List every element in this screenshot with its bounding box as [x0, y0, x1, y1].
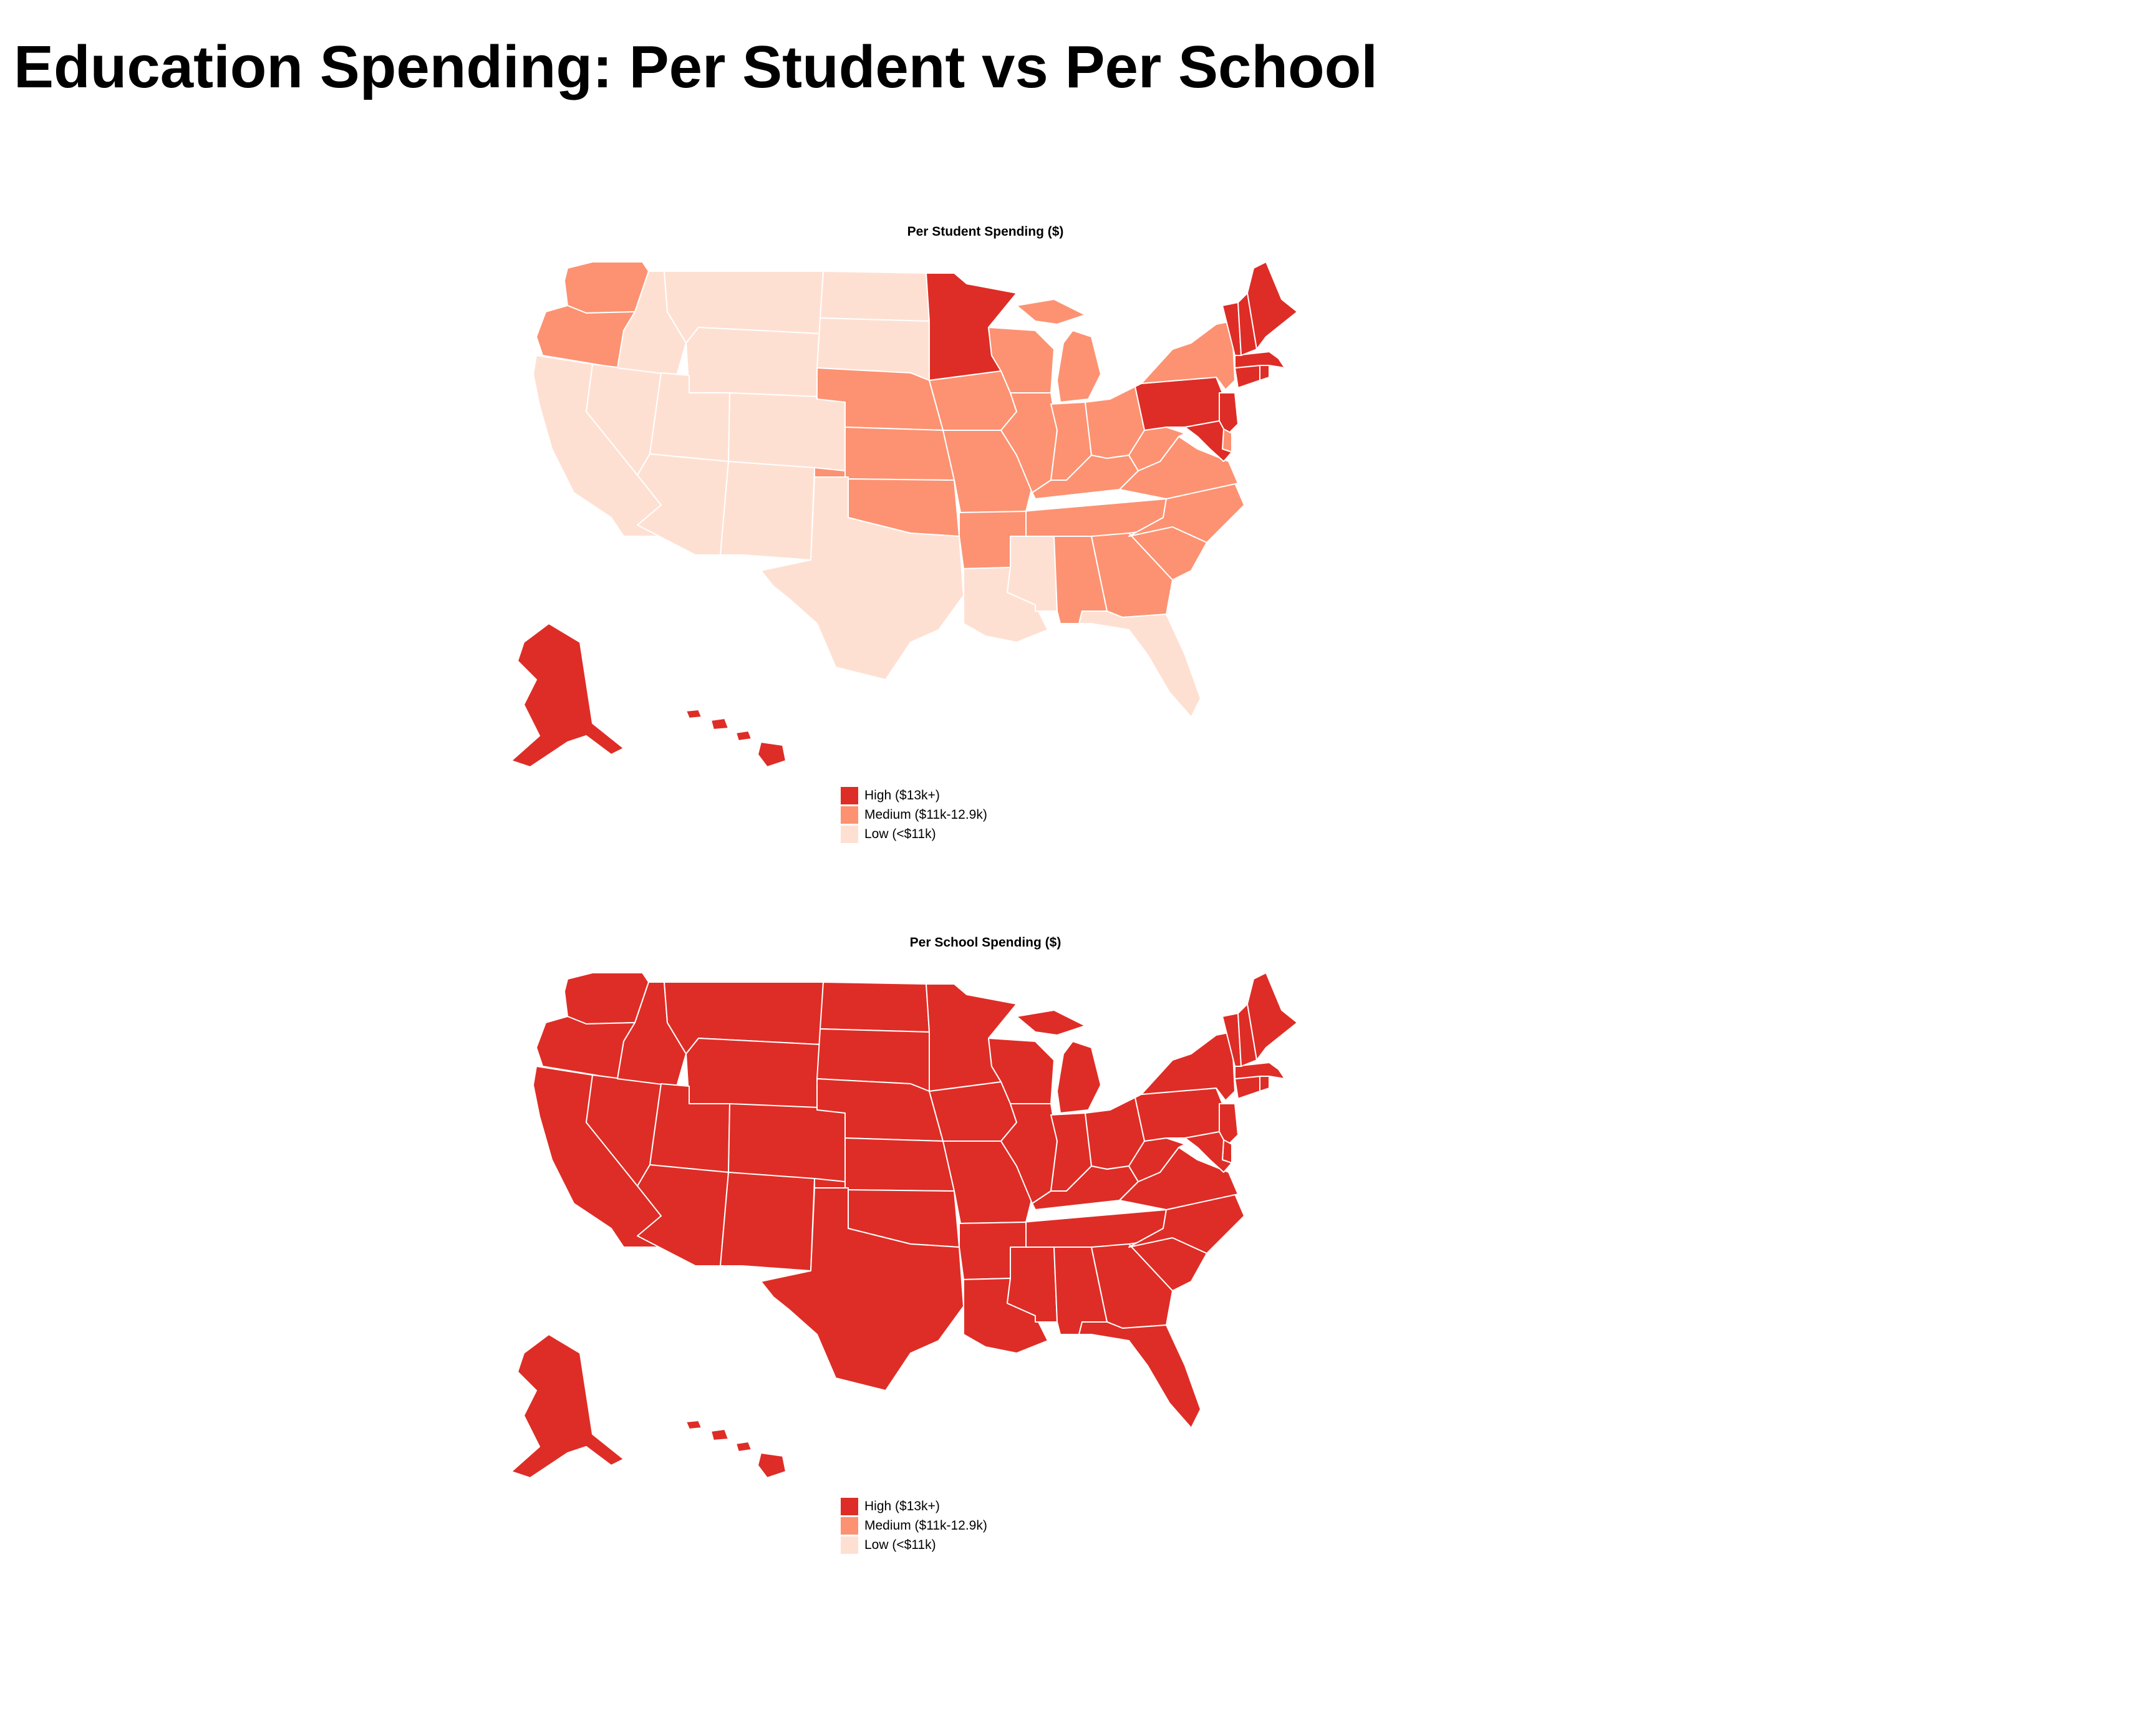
state-nm [720, 1172, 815, 1271]
per-student-map-title: Per Student Spending ($) [907, 224, 1064, 239]
per-school-choropleth-map [511, 972, 1298, 1478]
legend-item-low: Low (<$11k) [841, 824, 987, 844]
state-co [728, 392, 849, 475]
state-hi [685, 1420, 786, 1478]
legend-swatch-high [841, 786, 858, 804]
per-student-legend: High ($13k+) Medium ($11k-12.9k) Low (<$… [841, 786, 987, 844]
legend-label-medium: Medium ($11k-12.9k) [864, 1518, 987, 1533]
legend-swatch-low [841, 1536, 858, 1554]
state-nc [1128, 483, 1245, 543]
state-ma [1234, 1062, 1285, 1079]
state-wy [685, 327, 821, 400]
state-ks [844, 427, 955, 481]
state-co [728, 1103, 849, 1185]
state-nj [1219, 392, 1239, 437]
state-ak [511, 1334, 624, 1478]
state-nm [720, 461, 815, 561]
legend-item-high: High ($13k+) [841, 1497, 987, 1516]
state-ct [1234, 365, 1260, 388]
page-title: Education Spending: Per Student vs Per S… [14, 34, 1378, 100]
state-ky [1032, 455, 1139, 499]
state-tx [760, 1187, 964, 1391]
state-md [1184, 420, 1232, 462]
legend-swatch-low [841, 825, 858, 843]
state-md [1184, 1131, 1232, 1173]
state-ky [1032, 1165, 1139, 1210]
legend-item-high: High ($13k+) [841, 786, 987, 805]
state-me [1247, 261, 1298, 350]
state-ny [1141, 321, 1236, 390]
per-student-choropleth-map [511, 261, 1298, 768]
state-wa [564, 261, 649, 314]
state-ak [511, 623, 624, 768]
state-ks [844, 1137, 955, 1192]
state-fl [1078, 1321, 1201, 1429]
legend-item-low: Low (<$11k) [841, 1535, 987, 1555]
legend-label-high: High ($13k+) [864, 788, 940, 803]
state-ct [1234, 1076, 1260, 1099]
state-mi [1016, 1010, 1101, 1114]
state-nd [820, 271, 930, 322]
state-ma [1234, 351, 1285, 369]
state-wa [564, 972, 649, 1025]
state-nj [1219, 1103, 1239, 1148]
legend-swatch-high [841, 1497, 858, 1515]
state-nd [820, 981, 930, 1033]
state-ri [1259, 365, 1270, 381]
state-wy [685, 1038, 821, 1111]
legend-item-medium: Medium ($11k-12.9k) [841, 1516, 987, 1535]
legend-label-medium: Medium ($11k-12.9k) [864, 807, 987, 822]
legend-label-low: Low (<$11k) [864, 1537, 936, 1552]
state-me [1247, 972, 1298, 1061]
state-fl [1078, 610, 1201, 718]
per-school-map-title: Per School Spending ($) [909, 935, 1062, 950]
state-tx [760, 476, 964, 680]
legend-label-high: High ($13k+) [864, 1498, 940, 1513]
per-school-legend: High ($13k+) Medium ($11k-12.9k) Low (<$… [841, 1497, 987, 1555]
legend-item-medium: Medium ($11k-12.9k) [841, 805, 987, 824]
legend-swatch-medium [841, 806, 858, 824]
state-hi [685, 709, 786, 768]
per-school-map-panel: Per School Spending ($) High ($13k+) Med… [0, 917, 2133, 1590]
state-ia [929, 1081, 1017, 1142]
state-ny [1141, 1031, 1236, 1101]
legend-label-low: Low (<$11k) [864, 826, 936, 841]
state-nc [1128, 1194, 1245, 1254]
state-ri [1259, 1076, 1270, 1092]
state-ia [929, 370, 1017, 431]
per-student-map-panel: Per Student Spending ($) High ($13k+) Me… [0, 206, 2133, 879]
legend-swatch-medium [841, 1517, 858, 1535]
state-mi [1016, 299, 1101, 403]
